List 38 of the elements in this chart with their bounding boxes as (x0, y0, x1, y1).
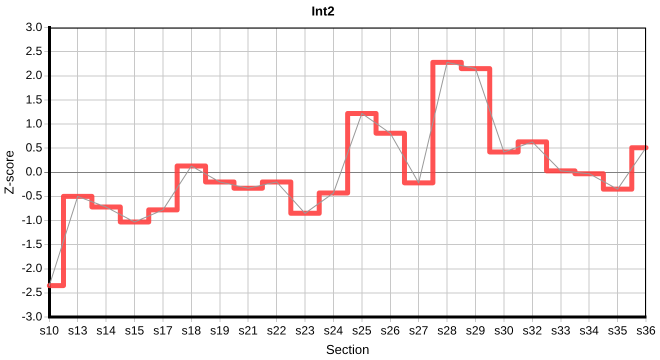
x-tick-label: s18 (182, 324, 202, 338)
x-axis-title: Section (326, 342, 370, 357)
y-tick-label: -2.0 (22, 261, 43, 276)
x-tick-label: s23 (295, 324, 316, 338)
x-tick-label: s35 (608, 324, 628, 338)
y-tick-label: 1.0 (26, 116, 43, 130)
x-tick-label: s30 (494, 324, 514, 338)
y-tick-label: 0.0 (26, 164, 43, 179)
x-tick-label: s26 (380, 324, 400, 338)
y-tick-label: -3.0 (22, 309, 43, 324)
x-tick-label: s13 (68, 324, 88, 338)
x-tick-label: s22 (266, 324, 287, 338)
x-tick-label: s32 (522, 324, 542, 338)
x-tick-label: s29 (466, 324, 486, 338)
y-tick-label: 0.5 (26, 140, 43, 154)
x-tick-label: s10 (40, 324, 60, 338)
x-tick-label: s19 (210, 324, 230, 338)
y-tick-label: -0.5 (22, 188, 43, 203)
x-tick-label: s17 (153, 324, 173, 338)
x-tick-label: s27 (409, 324, 429, 338)
x-tick-label: s36 (636, 324, 656, 338)
y-tick-label: -1.5 (22, 236, 43, 251)
chart-title: Int2 (311, 3, 335, 18)
y-tick-label: -2.5 (22, 285, 43, 300)
y-tick-label: 3.0 (26, 20, 43, 34)
x-tick-label: s15 (124, 324, 145, 338)
x-tick-label: s33 (551, 324, 571, 338)
y-axis-title: Z-score (1, 150, 16, 194)
y-tick-label: 2.5 (26, 44, 43, 58)
x-tick-label: s28 (437, 324, 458, 338)
x-tick-label: s24 (324, 324, 344, 338)
x-tick-label: s14 (96, 324, 116, 338)
x-tick-label: s21 (238, 324, 258, 338)
y-tick-label: -1.0 (22, 212, 43, 227)
x-tick-label: s34 (579, 324, 600, 338)
y-tick-label: 2.0 (26, 68, 43, 82)
x-tick-label: s25 (352, 324, 372, 338)
y-tick-label: 1.5 (26, 92, 43, 106)
